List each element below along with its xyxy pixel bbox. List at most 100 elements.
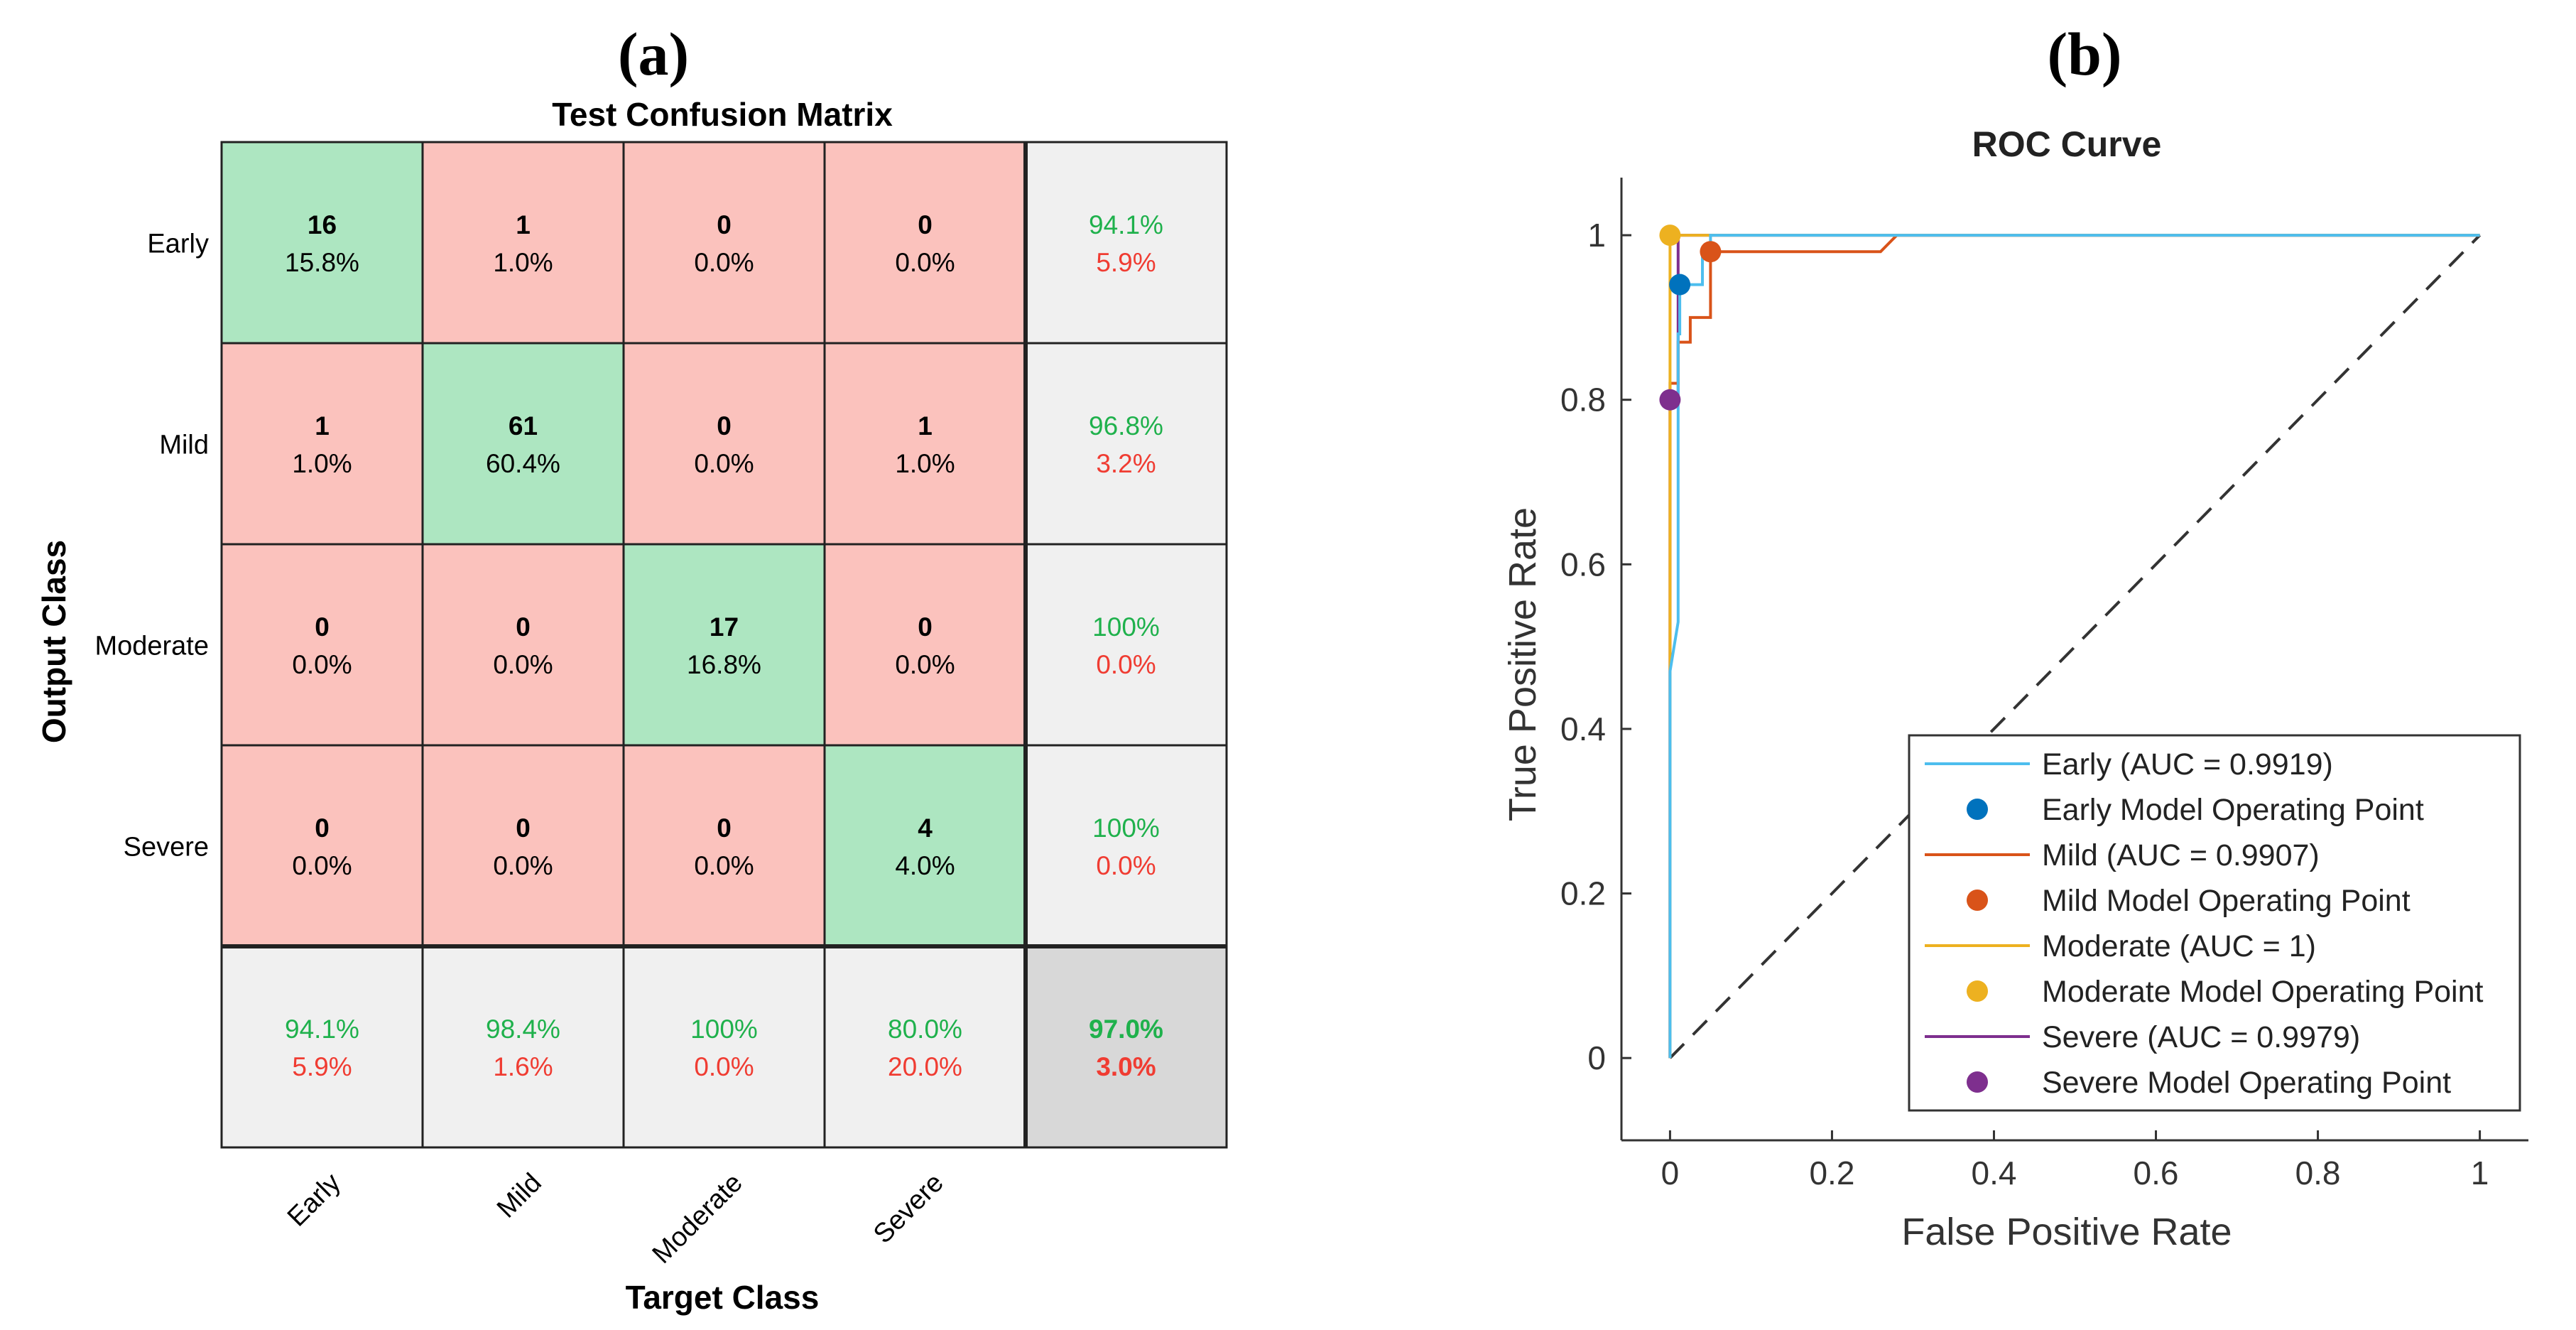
roc-x-tick-label: 0.6 — [2134, 1155, 2179, 1191]
cm-cell-overall — [1024, 945, 1228, 1149]
cm-cell-row-summary-moderate — [1024, 543, 1228, 747]
cm-percent: 0.0% — [493, 650, 553, 679]
cm-row-label: Mild — [159, 431, 209, 460]
roc-legend-entry: Moderate Model Operating Point — [2042, 975, 2484, 1009]
confusion-matrix-cells: 16 15.8% 1 1.0% 0 0.0% 0 0.0% 94.1% 5.9% 1 1.0% 61 60… — [94, 141, 1228, 1270]
cm-cell-mild-moderate — [622, 342, 826, 546]
x-axis-label: Target Class — [626, 1279, 820, 1316]
cm-cell-severe-early — [220, 744, 424, 948]
roc-legend-marker — [1967, 980, 1988, 1002]
cm-count: 4 — [918, 813, 933, 843]
cm-summary-error: 20.0% — [888, 1052, 962, 1081]
cm-summary-correct: 100% — [690, 1015, 758, 1044]
y-axis-label: Output Class — [36, 540, 72, 743]
cm-count: 0 — [717, 210, 732, 239]
cm-col-label: Early — [282, 1168, 347, 1233]
roc-legend-marker — [1967, 890, 1988, 911]
cm-count: 0 — [717, 813, 732, 843]
cm-cell-early-severe — [823, 141, 1027, 345]
cm-cell-severe-moderate — [622, 744, 826, 948]
cm-percent: 0.0% — [694, 851, 754, 880]
cm-cell-col-summary-mild — [421, 945, 625, 1149]
cm-cell-moderate-early — [220, 543, 424, 747]
cm-percent: 1.0% — [292, 449, 352, 478]
roc-legend-entry: Mild (AUC = 0.9907) — [2042, 838, 2320, 872]
cm-percent: 0.0% — [694, 248, 754, 277]
roc-legend-entry: Severe (AUC = 0.9979) — [2042, 1020, 2360, 1054]
cm-summary-error: 0.0% — [1096, 650, 1156, 679]
cm-cell-row-summary-severe — [1024, 744, 1228, 948]
cm-percent: 16.8% — [687, 650, 761, 679]
cm-summary-error: 3.2% — [1096, 449, 1156, 478]
roc-y-tick-label: 0 — [1587, 1039, 1606, 1076]
cm-row-label: Moderate — [94, 632, 209, 661]
roc-x-tick-label: 0.2 — [1809, 1155, 1854, 1191]
cm-summary-correct: 100% — [1092, 813, 1160, 843]
cm-summary-error: 0.0% — [694, 1052, 754, 1081]
confusion-matrix-title: Test Confusion Matrix — [552, 96, 893, 133]
roc-x-tick-label: 0 — [1661, 1155, 1680, 1191]
cm-percent: 1.0% — [493, 248, 553, 277]
cm-cell-col-summary-severe — [823, 945, 1027, 1149]
roc-chart: ROC Curve 0 0.2 0.4 0.6 0.8 1 0 0.2 0.4 0.6 0.8 1 Ea… — [1501, 124, 2528, 1253]
cm-count: 0 — [918, 612, 933, 642]
cm-percent: 0.0% — [895, 650, 955, 679]
cm-summary-error: 5.9% — [292, 1052, 352, 1081]
roc-y-tick-label: 1 — [1587, 217, 1606, 254]
cm-cell-early-early — [220, 141, 424, 345]
cm-percent: 1.0% — [895, 449, 955, 478]
cm-row-label: Early — [147, 229, 209, 259]
roc-operating-point — [1669, 274, 1691, 296]
roc-y-tick-label: 0.8 — [1560, 382, 1606, 418]
roc-y-tick-label: 0.4 — [1560, 710, 1606, 747]
cm-percent: 60.4% — [486, 449, 560, 478]
roc-y-tick-label: 0.2 — [1560, 875, 1606, 912]
cm-count: 1 — [918, 411, 933, 440]
cm-cell-row-summary-mild — [1024, 342, 1228, 546]
cm-percent: 4.0% — [895, 851, 955, 880]
cm-col-label: Moderate — [647, 1168, 749, 1270]
cm-count: 17 — [710, 612, 739, 642]
roc-plot-area: 0 0.2 0.4 0.6 0.8 1 0 0.2 0.4 0.6 0.8 1 Early (AUC =… — [1560, 178, 2528, 1191]
cm-count: 1 — [315, 411, 330, 440]
roc-operating-point — [1659, 389, 1681, 411]
panel-label-a: (a) — [618, 20, 689, 88]
cm-cell-moderate-severe — [823, 543, 1027, 747]
cm-cell-col-summary-moderate — [622, 945, 826, 1149]
cm-cell-severe-mild — [421, 744, 625, 948]
cm-count: 16 — [308, 210, 337, 239]
roc-chance-line — [1668, 234, 2482, 1059]
roc-legend-marker — [1967, 1071, 1988, 1093]
cm-summary-correct: 94.1% — [1089, 210, 1163, 239]
cm-cell-moderate-moderate — [622, 543, 826, 747]
cm-count: 0 — [918, 210, 933, 239]
cm-cell-severe-severe — [823, 744, 1027, 948]
roc-operating-point — [1700, 241, 1722, 263]
cm-percent: 0.0% — [694, 449, 754, 478]
cm-summary-correct: 96.8% — [1089, 411, 1163, 440]
roc-legend-entry: Moderate (AUC = 1) — [2042, 929, 2316, 963]
cm-count: 0 — [315, 612, 330, 642]
roc-y-axis-label: True Positive Rate — [1501, 507, 1544, 821]
roc-y-tick-label: 0.6 — [1560, 546, 1606, 583]
roc-legend-box — [1908, 734, 2521, 1112]
cm-cell-early-mild — [421, 141, 625, 345]
cm-percent: 0.0% — [493, 851, 553, 880]
roc-legend-entry: Early (AUC = 0.9919) — [2042, 747, 2333, 782]
cm-summary-correct: 97.0% — [1089, 1015, 1163, 1044]
roc-legend-marker — [1967, 799, 1988, 820]
cm-cell-mild-early — [220, 342, 424, 546]
roc-legend: Early (AUC = 0.9919) Early Model Operatin… — [1908, 734, 2521, 1112]
cm-summary-error: 3.0% — [1096, 1052, 1156, 1081]
cm-col-label: Mild — [491, 1168, 548, 1224]
cm-count: 1 — [516, 210, 531, 239]
roc-legend-entry: Early Model Operating Point — [2042, 793, 2424, 827]
cm-percent: 15.8% — [285, 248, 359, 277]
cm-summary-error: 5.9% — [1096, 248, 1156, 277]
cm-count: 0 — [315, 813, 330, 843]
cm-summary-correct: 100% — [1092, 612, 1160, 642]
roc-legend-entry: Mild Model Operating Point — [2042, 884, 2411, 918]
roc-x-tick-label: 0.4 — [1972, 1155, 2017, 1191]
cm-count: 0 — [516, 813, 531, 843]
cm-cell-mild-mild — [421, 342, 625, 546]
